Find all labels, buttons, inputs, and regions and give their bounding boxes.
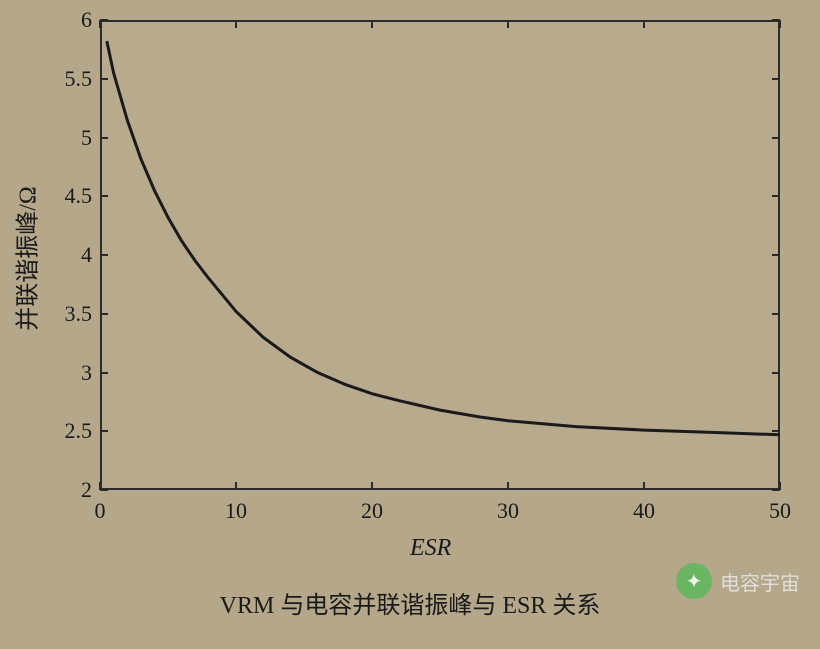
y-tick-mark — [100, 313, 108, 315]
x-tick-mark — [643, 482, 645, 490]
y-tick-mark-right — [772, 195, 780, 197]
watermark: ✦ 电容宇宙 — [676, 563, 800, 599]
x-tick-mark — [507, 482, 509, 490]
y-tick-mark-right — [772, 137, 780, 139]
y-tick-mark — [100, 489, 108, 491]
y-tick-mark-right — [772, 78, 780, 80]
x-tick-mark-top — [779, 20, 781, 28]
y-tick-mark — [100, 78, 108, 80]
plot-area — [100, 20, 780, 490]
y-tick-label: 2.5 — [42, 418, 92, 444]
y-axis-title: 并联谐振峰/Ω — [8, 179, 43, 339]
y-tick-mark-right — [772, 372, 780, 374]
y-tick-mark-right — [772, 313, 780, 315]
y-tick-label: 4.5 — [42, 183, 92, 209]
y-tick-label: 5.5 — [42, 66, 92, 92]
watermark-text: 电容宇宙 — [720, 567, 800, 596]
y-tick-label: 4 — [42, 242, 92, 268]
x-tick-label: 10 — [216, 498, 256, 524]
y-tick-label: 6 — [42, 7, 92, 33]
watermark-glyph: ✦ — [686, 569, 703, 594]
y-tick-mark-right — [772, 254, 780, 256]
y-tick-label: 5 — [42, 125, 92, 151]
x-tick-mark — [371, 482, 373, 490]
x-tick-label: 0 — [80, 498, 120, 524]
x-tick-mark — [99, 482, 101, 490]
x-tick-mark-top — [507, 20, 509, 28]
x-tick-mark — [779, 482, 781, 490]
watermark-icon: ✦ — [676, 563, 712, 599]
y-tick-mark-right — [772, 430, 780, 432]
y-tick-mark — [100, 137, 108, 139]
x-tick-mark — [235, 482, 237, 490]
x-tick-mark-top — [643, 20, 645, 28]
x-tick-label: 30 — [488, 498, 528, 524]
x-tick-label: 50 — [760, 498, 800, 524]
y-tick-mark — [100, 254, 108, 256]
y-tick-label: 3.5 — [42, 301, 92, 327]
x-tick-mark-top — [235, 20, 237, 28]
x-tick-mark-top — [371, 20, 373, 28]
x-tick-label: 40 — [624, 498, 664, 524]
x-tick-label: 20 — [352, 498, 392, 524]
y-tick-mark — [100, 372, 108, 374]
x-axis-title: ESR — [410, 535, 451, 562]
x-tick-mark-top — [99, 20, 101, 28]
y-tick-mark — [100, 195, 108, 197]
y-tick-label: 3 — [42, 360, 92, 386]
y-tick-mark — [100, 19, 108, 21]
chart-container: 22.533.544.555.56 01020304050 并联谐振峰/Ω ES… — [0, 0, 820, 649]
y-tick-mark — [100, 430, 108, 432]
